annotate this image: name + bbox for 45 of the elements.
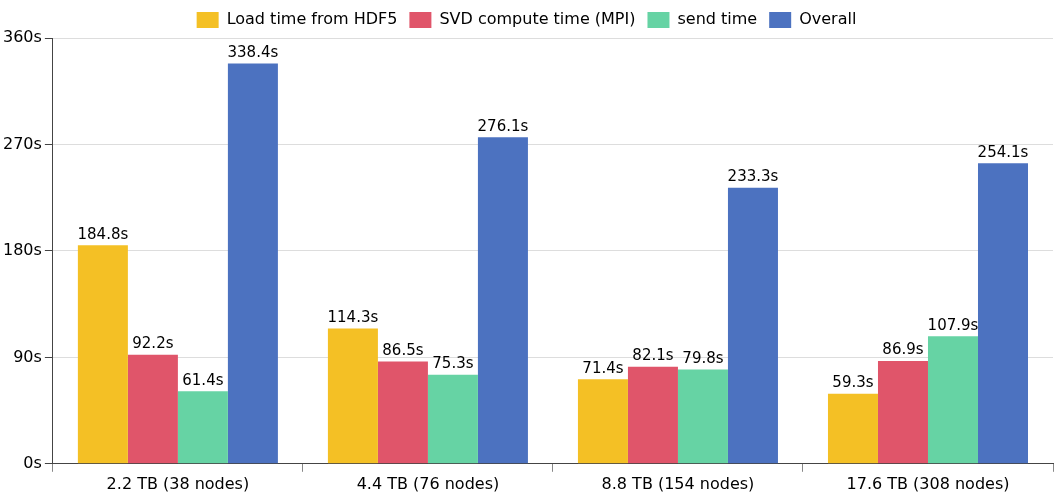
y-tick-label: 270s xyxy=(3,133,42,153)
bar xyxy=(927,336,978,464)
y-tick-label: 180s xyxy=(3,240,42,260)
bar xyxy=(677,369,728,464)
bar xyxy=(627,366,678,464)
data-label: 79.8s xyxy=(682,348,724,367)
data-label: 338.4s xyxy=(227,42,279,61)
data-label: 59.3s xyxy=(832,373,874,392)
y-tick-label: 90s xyxy=(13,346,42,366)
y-tick-label: 0s xyxy=(23,452,42,472)
data-label: 114.3s xyxy=(327,308,379,326)
x-tick-label: 8.8 TB (154 nodes) xyxy=(601,473,755,493)
bar xyxy=(727,187,778,464)
data-label: 71.4s xyxy=(582,358,624,377)
x-tick-label: 2.2 TB (38 nodes) xyxy=(106,473,250,493)
data-label: 254.1s xyxy=(977,142,1029,161)
bar xyxy=(577,379,628,464)
bar xyxy=(227,63,278,464)
bar xyxy=(827,393,878,464)
x-tick-label: 17.6 TB (308 nodes) xyxy=(846,473,1010,493)
data-label: 92.2s xyxy=(132,334,174,353)
legend-label: Load time from HDF5 xyxy=(226,9,398,29)
data-label: 86.9s xyxy=(882,340,924,359)
bar xyxy=(877,361,928,464)
bar xyxy=(477,137,528,464)
data-label: 107.9s xyxy=(927,315,979,334)
data-label: 86.5s xyxy=(382,340,424,359)
x-tick-label: 4.4 TB (76 nodes) xyxy=(356,473,500,493)
legend-label: Overall xyxy=(799,9,857,29)
bar xyxy=(127,354,178,464)
legend-label: SVD compute time (MPI) xyxy=(439,9,636,29)
data-label: 82.1s xyxy=(632,346,674,365)
data-label: 233.3s xyxy=(727,167,779,186)
bar xyxy=(177,391,228,464)
bar xyxy=(77,245,128,464)
data-label: 276.1s xyxy=(477,116,529,135)
legend-label: send time xyxy=(677,9,758,29)
bar xyxy=(427,374,478,464)
data-label: 61.4s xyxy=(182,370,224,389)
y-tick-label: 360s xyxy=(3,27,42,47)
data-label: 184.8s xyxy=(77,224,129,243)
bar xyxy=(977,163,1028,464)
bar xyxy=(377,361,428,464)
data-label: 75.3s xyxy=(432,354,474,373)
bar xyxy=(327,328,378,464)
